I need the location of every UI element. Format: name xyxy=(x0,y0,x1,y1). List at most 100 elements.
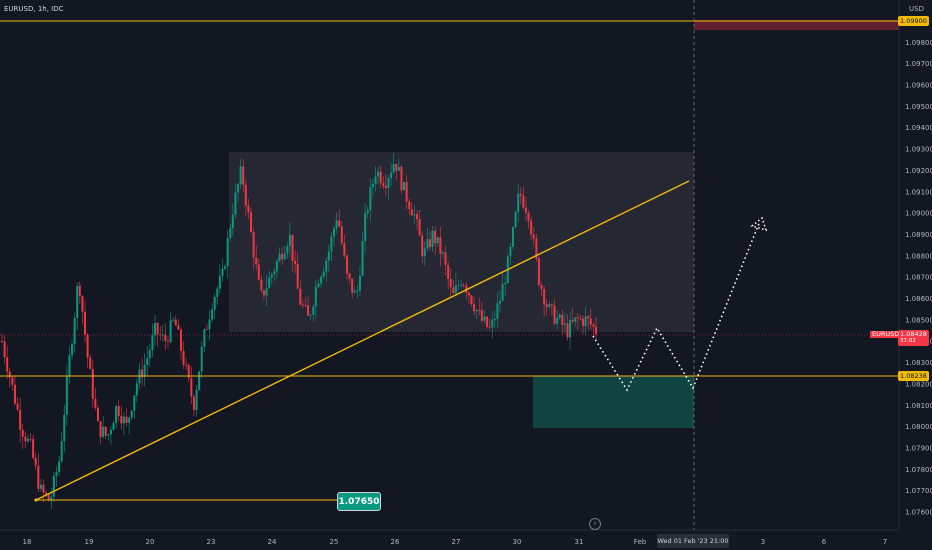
y-tick-label: 1.09100 xyxy=(905,188,932,196)
candle-body xyxy=(366,210,369,214)
y-tick-label: 1.09600 xyxy=(905,82,932,90)
candle-body xyxy=(320,276,323,284)
low-price-callout[interactable]: 1.07650 xyxy=(337,492,381,511)
candle-body xyxy=(387,178,390,189)
candle-body xyxy=(317,283,320,287)
candle-body xyxy=(146,358,149,365)
resistance-price-tag: 1.09900 xyxy=(898,16,929,26)
candle-body xyxy=(270,274,273,278)
x-tick-label: 18 xyxy=(23,538,32,546)
candle-body xyxy=(58,461,61,473)
candle-body xyxy=(224,266,227,269)
y-tick-label: 1.08500 xyxy=(905,316,932,324)
candle-body xyxy=(91,368,94,399)
candle-body xyxy=(475,309,478,312)
y-tick-label: 1.09200 xyxy=(905,167,932,175)
candle-body xyxy=(457,285,460,286)
candle-body xyxy=(421,235,424,257)
candle-body xyxy=(39,484,42,489)
candle-body xyxy=(205,329,208,331)
candle-body xyxy=(548,304,551,308)
candle-body xyxy=(483,316,486,321)
candle-body xyxy=(480,310,483,321)
x-tick-label: 31 xyxy=(575,538,584,546)
x-tick-label: 25 xyxy=(330,538,339,546)
candle-body xyxy=(115,405,118,423)
candle-body xyxy=(327,251,330,261)
x-tick-label: Feb xyxy=(634,538,647,546)
candle-body xyxy=(122,416,125,424)
candle-body xyxy=(3,341,6,358)
currency-label: USD xyxy=(909,5,924,13)
candle-body xyxy=(13,384,16,404)
candle-body xyxy=(358,275,361,291)
candle-body xyxy=(312,306,315,315)
candle-body xyxy=(423,248,426,257)
target-zone-bottom xyxy=(533,376,694,428)
candle-body xyxy=(569,320,572,338)
candle-body xyxy=(257,264,260,280)
candle-body xyxy=(558,314,561,318)
candle-body xyxy=(566,323,569,338)
y-tick-label: 1.09400 xyxy=(905,124,932,132)
candle-body xyxy=(595,326,597,335)
candle-body xyxy=(413,214,416,216)
candle-body xyxy=(151,335,154,351)
candle-body xyxy=(26,438,29,442)
x-tick-label: 7 xyxy=(883,538,887,546)
candle-body xyxy=(390,172,393,179)
candle-body xyxy=(78,285,81,297)
candle-body xyxy=(32,439,35,458)
candle-body xyxy=(148,350,151,359)
candle-body xyxy=(587,316,590,319)
candle-body xyxy=(133,395,136,411)
candle-body xyxy=(273,271,276,275)
candle-body xyxy=(84,311,87,335)
candle-body xyxy=(574,317,577,322)
candle-body xyxy=(203,329,206,347)
candle-body xyxy=(563,323,566,325)
candle-body xyxy=(242,166,245,185)
candle-body xyxy=(384,185,387,189)
candle-body xyxy=(117,405,120,416)
x-tick-label: 19 xyxy=(85,538,94,546)
candle-body xyxy=(71,344,74,355)
candle-body xyxy=(392,164,395,173)
candle-body xyxy=(221,268,224,277)
candle-body xyxy=(486,316,489,327)
trendline-anchor xyxy=(34,498,38,502)
support-price-tag: 1.08238 xyxy=(898,371,929,381)
candle-body xyxy=(299,288,302,305)
candle-body xyxy=(441,252,444,254)
candle-body xyxy=(501,284,504,301)
y-tick-label: 1.08100 xyxy=(905,402,932,410)
candle-body xyxy=(29,438,32,440)
candle-body xyxy=(104,426,107,436)
lightning-icon[interactable]: ⚡ xyxy=(589,518,601,530)
y-tick-label: 1.08700 xyxy=(905,274,932,282)
candle-body xyxy=(252,232,255,258)
y-tick-label: 1.07900 xyxy=(905,444,932,452)
candle-body xyxy=(195,389,198,411)
candle-body xyxy=(382,183,385,186)
candle-body xyxy=(436,237,439,244)
candle-body xyxy=(260,279,263,291)
candle-body xyxy=(42,484,45,493)
candle-body xyxy=(211,309,214,320)
y-tick-label: 1.09300 xyxy=(905,146,932,154)
candle-body xyxy=(1,341,3,343)
candle-body xyxy=(278,253,281,262)
candle-body xyxy=(356,290,359,292)
y-tick-label: 1.09000 xyxy=(905,210,932,218)
y-tick-label: 1.08300 xyxy=(905,359,932,367)
candle-body xyxy=(478,309,481,311)
target-zone-top xyxy=(694,20,899,30)
candle-body xyxy=(174,319,177,326)
candle-body xyxy=(200,346,203,372)
candle-body xyxy=(509,246,512,257)
candle-body xyxy=(530,220,533,235)
candle-body xyxy=(130,410,133,418)
candle-body xyxy=(522,195,525,208)
candle-body xyxy=(371,184,374,188)
